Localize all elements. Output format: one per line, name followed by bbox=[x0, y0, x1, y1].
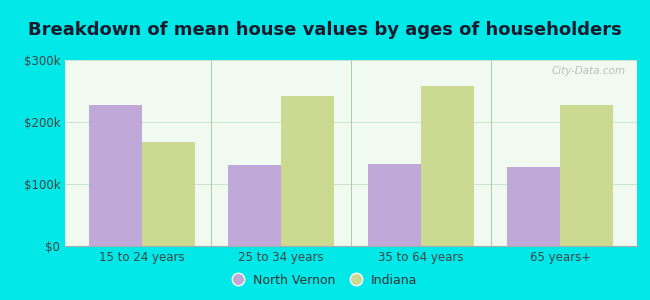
Bar bbox=[281, 96, 334, 246]
Text: City-Data.com: City-Data.com bbox=[551, 66, 625, 76]
Bar bbox=[507, 167, 560, 246]
Bar bbox=[88, 105, 142, 246]
Text: Breakdown of mean house values by ages of householders: Breakdown of mean house values by ages o… bbox=[28, 21, 622, 39]
Bar bbox=[368, 164, 421, 246]
Bar bbox=[421, 86, 474, 246]
Bar bbox=[228, 165, 281, 246]
Bar bbox=[142, 142, 195, 246]
Bar bbox=[560, 105, 614, 246]
Legend: North Vernon, Indiana: North Vernon, Indiana bbox=[229, 270, 421, 291]
